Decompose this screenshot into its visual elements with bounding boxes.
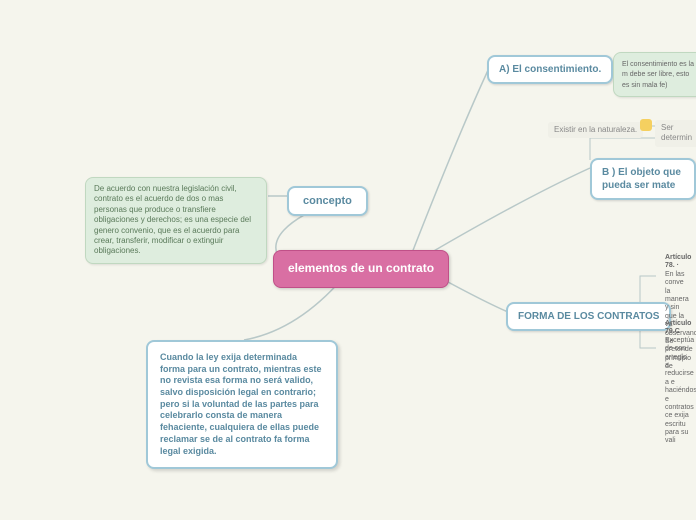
note-box: Cuando la ley exija determinada forma pa… (146, 340, 338, 469)
center-node[interactable]: elementos de un contrato (273, 250, 449, 288)
consentimiento-desc: El consentimiento es la m debe ser libre… (613, 52, 696, 97)
concepto-label: concepto (303, 195, 352, 207)
art79-text: Exceptúa de con arreglo a reducirse a e … (665, 337, 690, 446)
lightbulb-icon (640, 119, 652, 131)
objeto-node[interactable]: B ) El objeto que pueda ser mate (590, 158, 696, 200)
center-label: elementos de un contrato (288, 261, 434, 275)
consentimiento-label: A) El consentimiento. (499, 64, 601, 75)
naturaleza-text: Existir en la naturaleza. (554, 125, 637, 134)
consentimiento-node[interactable]: A) El consentimiento. (487, 55, 613, 84)
art79-title: Artículo 79.C (665, 320, 690, 337)
concepto-node[interactable]: concepto (287, 186, 368, 216)
art78-title: Artículo 78. · (665, 254, 690, 271)
forma-label: FORMA DE LOS CONTRATOS (518, 311, 659, 322)
naturaleza-label: Existir en la naturaleza. (548, 122, 643, 138)
determinada-label: Ser determin (655, 120, 696, 147)
consentimiento-desc-text: El consentimiento es la m debe ser libre… (622, 61, 694, 89)
determinada-text: Ser determin (661, 123, 692, 142)
note-text: Cuando la ley exija determinada forma pa… (160, 352, 322, 456)
concepto-desc: De acuerdo con nuestra legislación civil… (85, 177, 267, 264)
concepto-desc-text: De acuerdo con nuestra legislación civil… (94, 184, 251, 255)
art79-block: Artículo 79.C Exceptúa de con arreglo a … (655, 314, 696, 452)
forma-node[interactable]: FORMA DE LOS CONTRATOS (506, 302, 671, 331)
objeto-label: B ) El objeto que pueda ser mate (602, 167, 681, 191)
